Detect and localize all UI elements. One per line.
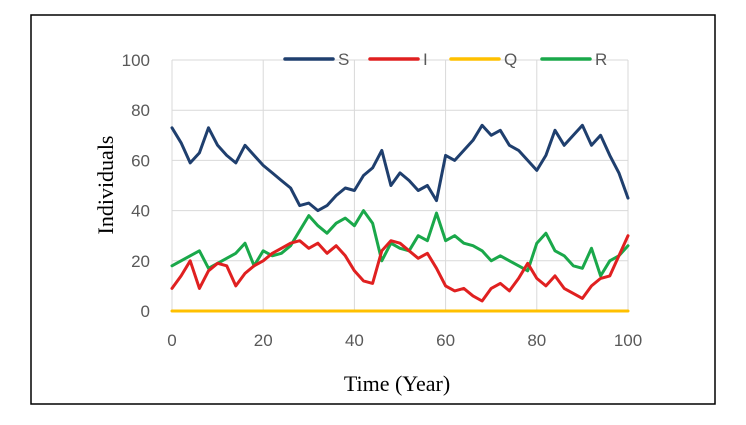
y-tick-label: 0: [141, 302, 150, 321]
y-tick-labels: 0 20 40 60 80 100: [122, 51, 150, 321]
legend-label-S: S: [338, 50, 349, 69]
legend-label-Q: Q: [504, 50, 517, 69]
legend-label-I: I: [423, 50, 428, 69]
x-axis-title: Time (Year): [344, 371, 450, 396]
x-tick-label: 100: [614, 331, 642, 350]
x-tick-label: 40: [345, 331, 364, 350]
y-tick-label: 100: [122, 51, 150, 70]
series-line-R: [170, 209, 630, 278]
y-tick-label: 80: [131, 101, 150, 120]
legend-label-R: R: [595, 50, 607, 69]
series-line-S: [170, 123, 630, 213]
x-tick-labels: 0 20 40 60 80 100: [167, 331, 642, 350]
x-tick-label: 0: [167, 331, 176, 350]
series-line-I: [170, 234, 630, 303]
y-tick-label: 60: [131, 151, 150, 170]
x-tick-label: 60: [436, 331, 455, 350]
y-tick-label: 40: [131, 202, 150, 221]
x-tick-label: 20: [254, 331, 273, 350]
y-axis-title: Individuals: [93, 136, 118, 235]
x-tick-label: 80: [527, 331, 546, 350]
y-tick-label: 20: [131, 252, 150, 271]
chart-frame: [30, 14, 716, 405]
series-lines: [170, 123, 630, 313]
